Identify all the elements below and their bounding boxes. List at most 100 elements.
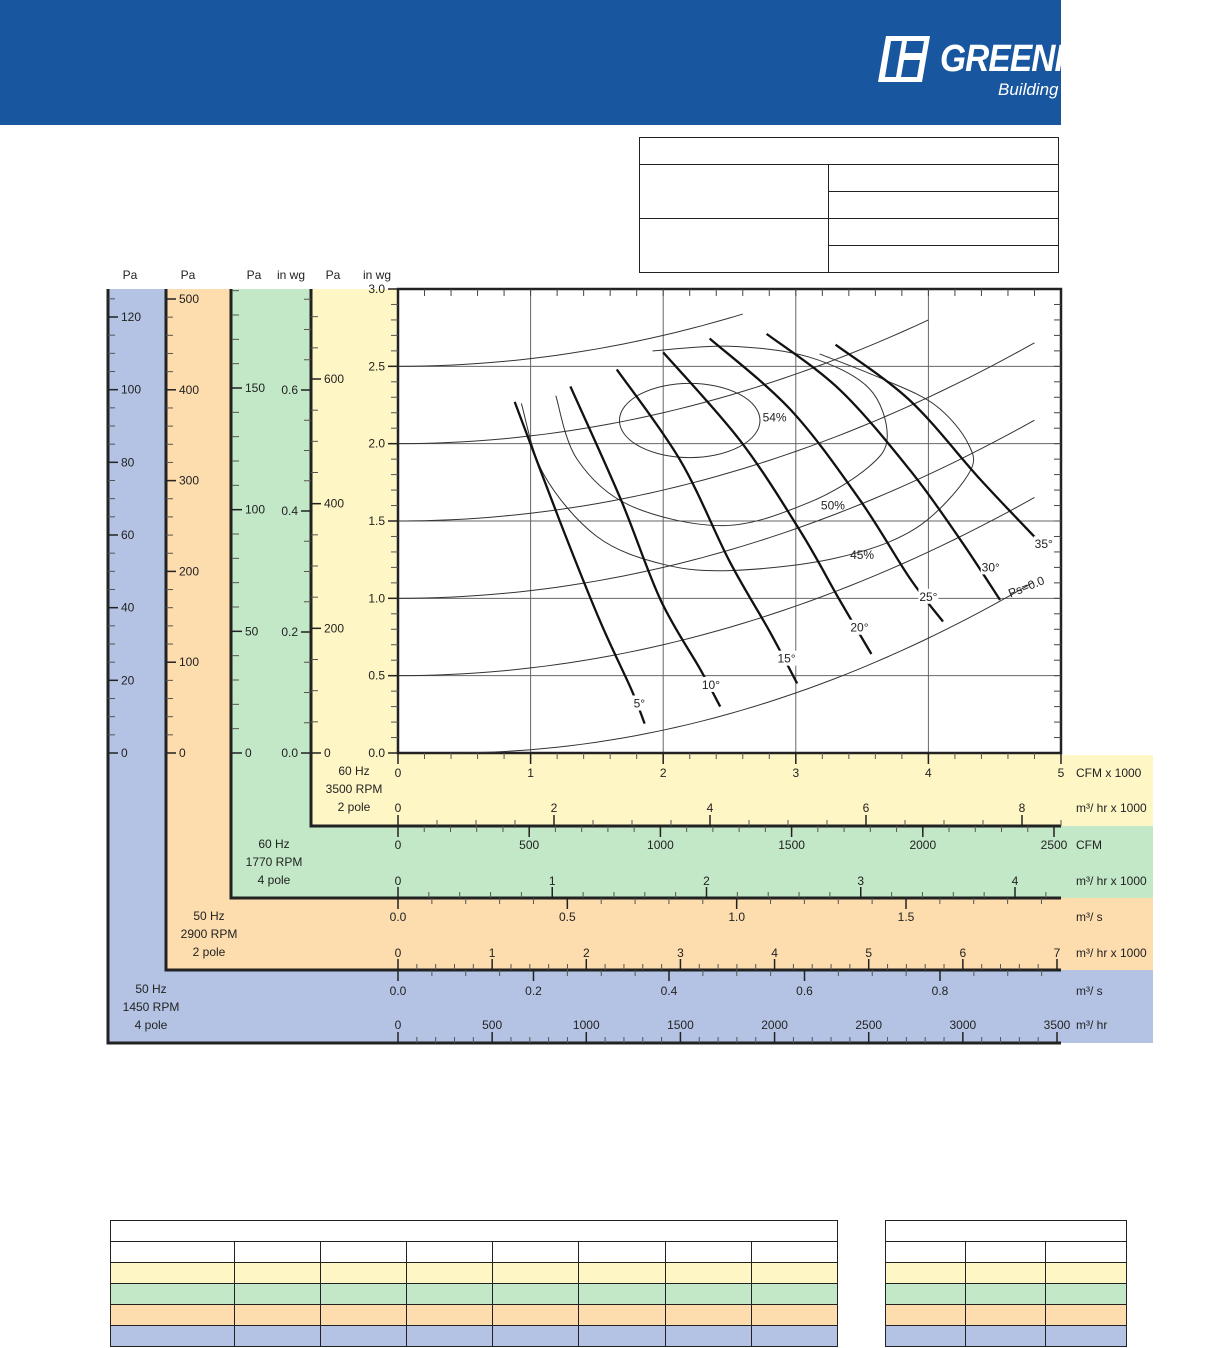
axis-tick-label: 1500 <box>778 838 805 852</box>
axis-tick-label: 0.0 <box>368 746 385 760</box>
axis-tick-label: 7 <box>1054 946 1061 960</box>
axis-tick-label: 2500 <box>1041 838 1068 852</box>
blade-angle-label-bg <box>1033 536 1054 552</box>
axis-tick-label: 500 <box>482 1018 502 1032</box>
axis-tick-label: 2 <box>703 874 710 888</box>
axis-tick-label: 300 <box>179 474 199 488</box>
axis-tick-label: 2000 <box>761 1018 788 1032</box>
table-row <box>109 1283 839 1305</box>
system-curve <box>449 581 1034 754</box>
axis-tick-label: 400 <box>179 383 199 397</box>
blade-angle-label-bg <box>700 676 721 692</box>
table-cell <box>639 164 829 219</box>
axis-tick-label: 50 <box>245 624 259 638</box>
axis-tick-label: 4 <box>771 946 778 960</box>
axis-tick-label: 0 <box>121 746 128 760</box>
axis-tick-label: 4 <box>707 801 714 815</box>
axis-tick-label: 3.0 <box>368 282 385 296</box>
axis-tick-label: 1 <box>527 766 534 780</box>
axis-unit-label: in wg <box>363 268 391 282</box>
axis-tick-label: 8 <box>1019 801 1026 815</box>
system-curve <box>397 419 1035 599</box>
axis-tick-label: 0 <box>395 766 402 780</box>
axis-tick-label: 20 <box>121 673 135 687</box>
bottom-left-table <box>109 1220 839 1347</box>
axis-tick-label: 0.6 <box>281 383 298 397</box>
table-cell <box>828 218 1059 246</box>
axis-tick-label: 4 <box>925 766 932 780</box>
table-row <box>109 1304 839 1326</box>
blade-angle-label: 20° <box>850 621 868 635</box>
efficiency-label: 54% <box>763 410 787 424</box>
axis-tick-label: 2500 <box>855 1018 882 1032</box>
axis-tick-label: 3000 <box>950 1018 977 1032</box>
axis-unit-label: m³/ hr x 1000 <box>1076 946 1147 960</box>
axis-tick-label: 0 <box>324 746 331 760</box>
axis-tick-label: 100 <box>245 503 265 517</box>
axis-unit-label: m³/ hr x 1000 <box>1076 874 1147 888</box>
axis-tick-label: 1.0 <box>368 591 385 605</box>
axis-tick-label: 40 <box>121 601 135 615</box>
table-cell <box>750 1325 839 1347</box>
axis-unit-label: m³/ hr <box>1076 1018 1107 1032</box>
axis-tick-label: 3 <box>677 946 684 960</box>
axis-tick-label: 80 <box>121 455 135 469</box>
axis-tick-label: 100 <box>179 655 199 669</box>
axis-tick-label: 500 <box>179 292 199 306</box>
band-border-orange <box>164 289 1061 972</box>
axis-tick-label: 0 <box>395 946 402 960</box>
axis-tick-label: 5 <box>1058 766 1065 780</box>
axis-tick-label: 2 <box>660 766 667 780</box>
table-cell <box>828 245 1059 273</box>
blade-angle-curve <box>765 332 1001 601</box>
blade-angle-label: 30° <box>982 560 1000 574</box>
axis-tick-label: 0 <box>395 801 402 815</box>
axis-unit-label: m³/ s <box>1076 984 1103 998</box>
table-row <box>885 1262 1127 1284</box>
bottom-right-table <box>885 1220 1127 1347</box>
axis-tick-label: 3 <box>857 874 864 888</box>
axis-tick-label: 3 <box>792 766 799 780</box>
axis-tick-label: 0.0 <box>281 746 298 760</box>
axis-tick-label: 0.0 <box>390 984 407 998</box>
axis-unit-label: m³/ s <box>1076 910 1103 924</box>
blade-angle-curve <box>662 351 873 655</box>
table-cell <box>109 1325 236 1347</box>
speed-label: 1450 RPM <box>123 1000 180 1014</box>
speed-label: 60 Hz <box>258 837 289 851</box>
table-cell <box>578 1325 667 1347</box>
axis-tick-label: 60 <box>121 528 135 542</box>
blade-angle-curve <box>834 343 1038 541</box>
top-info-table <box>639 137 1059 273</box>
axis-tick-label: 100 <box>121 383 141 397</box>
blade-angle-label: 15° <box>777 652 795 666</box>
right-margin <box>1061 0 1224 755</box>
blade-angle-label-bg <box>849 619 870 635</box>
speed-label: 4 pole <box>135 1018 168 1032</box>
axis-tick-label: 1000 <box>573 1018 600 1032</box>
table-cell <box>885 1325 966 1347</box>
blade-angle-label: 5° <box>634 697 646 711</box>
axis-tick-label: 2 <box>583 946 590 960</box>
axis-tick-label: 0.2 <box>281 625 298 639</box>
speed-label: 2900 RPM <box>181 927 238 941</box>
system-curve <box>397 319 929 445</box>
blade-angle-label-bg <box>776 650 797 666</box>
speed-label: 4 pole <box>258 873 291 887</box>
axis-tick-label: 5 <box>865 946 872 960</box>
greenheck-logo-icon <box>878 36 930 82</box>
axis-tick-label: 150 <box>245 381 265 395</box>
system-curve <box>397 313 743 367</box>
axis-tick-label: 400 <box>324 497 344 511</box>
axis-tick-label: 0 <box>395 1018 402 1032</box>
axis-tick-label: 3500 <box>1044 1018 1071 1032</box>
axis-tick-label: 1000 <box>647 838 674 852</box>
axis-unit-label: Pa <box>247 268 262 282</box>
blade-angle-label: 25° <box>919 590 937 604</box>
axis-tick-label: 0.2 <box>525 984 542 998</box>
speed-label: 1770 RPM <box>246 855 303 869</box>
axis-tick-label: 200 <box>179 564 199 578</box>
axis-tick-label: 4 <box>1012 874 1019 888</box>
blade-angle-curve <box>708 337 944 623</box>
